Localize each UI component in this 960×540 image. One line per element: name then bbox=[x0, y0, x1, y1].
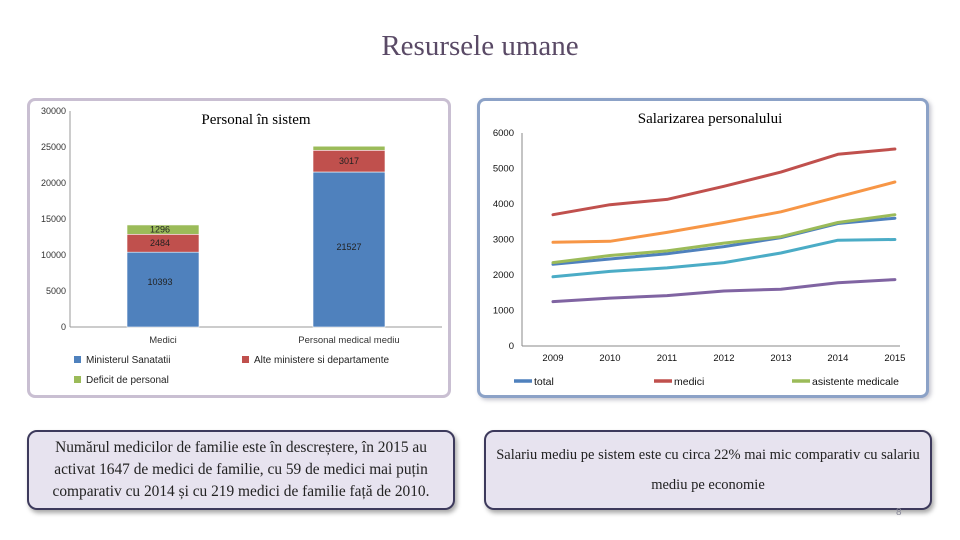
legend-swatch bbox=[242, 356, 249, 363]
legend-label: Deficit de personal bbox=[86, 375, 169, 386]
line-chart-title: Salarizarea personalului bbox=[638, 111, 783, 127]
page-number: 8 bbox=[896, 507, 902, 518]
legend-swatch bbox=[74, 376, 81, 383]
series-line bbox=[551, 238, 897, 279]
data-label: 21527 bbox=[336, 242, 361, 252]
salary-note-text: Salariu mediu pe sistem este cu circa 22… bbox=[496, 447, 920, 493]
y-tick-label: 30000 bbox=[41, 106, 66, 116]
y-tick-label: 10000 bbox=[41, 250, 66, 260]
y-tick-label: 20000 bbox=[41, 178, 66, 188]
y-tick-label: 5000 bbox=[46, 286, 66, 296]
bar-segment bbox=[312, 171, 386, 328]
salary-chart-panel: Salarizarea personalului 0 1000 2000 3000 400… bbox=[477, 98, 929, 398]
x-tick-label: 2011 bbox=[657, 353, 677, 364]
x-tick-label: 2012 bbox=[713, 353, 734, 364]
x-tick-label: Medici bbox=[149, 335, 176, 346]
legend-swatch bbox=[74, 356, 81, 363]
bar-segment bbox=[126, 251, 200, 328]
y-tick-label: 25000 bbox=[41, 142, 66, 152]
y-tick-label: 15000 bbox=[41, 214, 66, 224]
x-tick-label: 2010 bbox=[599, 353, 620, 364]
series-line bbox=[551, 213, 897, 265]
family-doctors-note-text: Numărul medicilor de familie este în des… bbox=[52, 439, 430, 500]
legend-label: medici bbox=[674, 376, 704, 388]
x-tick-label: 2015 bbox=[884, 353, 905, 364]
legend-label: asistente medicale bbox=[812, 376, 899, 388]
series-line bbox=[551, 180, 897, 244]
x-tick-label: Personal medical mediu bbox=[298, 335, 399, 346]
bar-chart-title: Personal în sistem bbox=[201, 112, 310, 128]
legend-label: Ministerul Sanatatii bbox=[86, 355, 170, 366]
y-tick-label: 0 bbox=[509, 341, 514, 352]
y-tick-label: 2000 bbox=[493, 270, 514, 281]
salary-line-chart: Salarizarea personalului 0 1000 2000 3000 400… bbox=[493, 111, 906, 388]
bar-segment bbox=[126, 224, 200, 235]
y-tick-label: 1000 bbox=[493, 306, 514, 317]
y-tick-label: 3000 bbox=[493, 235, 514, 246]
y-tick-label: 5000 bbox=[493, 164, 514, 175]
x-tick-label: 2013 bbox=[770, 353, 791, 364]
family-doctors-note: Numărul medicilor de familie este în des… bbox=[27, 430, 455, 510]
x-tick-label: 2014 bbox=[827, 353, 848, 364]
bar-segment bbox=[312, 145, 386, 151]
series-line bbox=[551, 147, 897, 217]
slide-title: Resursele umane bbox=[381, 30, 579, 62]
x-tick-label: 2009 bbox=[542, 353, 563, 364]
data-label: 1296 bbox=[150, 225, 170, 235]
legend-label: total bbox=[534, 376, 554, 388]
data-label: 10393 bbox=[147, 277, 172, 287]
series-line bbox=[551, 278, 897, 304]
y-tick-label: 0 bbox=[61, 322, 66, 332]
y-tick-label: 4000 bbox=[493, 199, 514, 210]
data-label: 3017 bbox=[339, 156, 359, 166]
salary-note: Salariu mediu pe sistem este cu circa 22… bbox=[484, 430, 932, 510]
y-tick-label: 6000 bbox=[493, 128, 514, 139]
legend-label: Alte ministere si departamente bbox=[254, 355, 390, 366]
data-label: 2484 bbox=[150, 238, 170, 248]
staff-chart-panel: Personal în sistem 0 5000 10000 15000 20000 25… bbox=[27, 98, 451, 398]
staff-stacked-bar-chart: Personal în sistem 0 5000 10000 15000 20000 25… bbox=[41, 106, 442, 386]
